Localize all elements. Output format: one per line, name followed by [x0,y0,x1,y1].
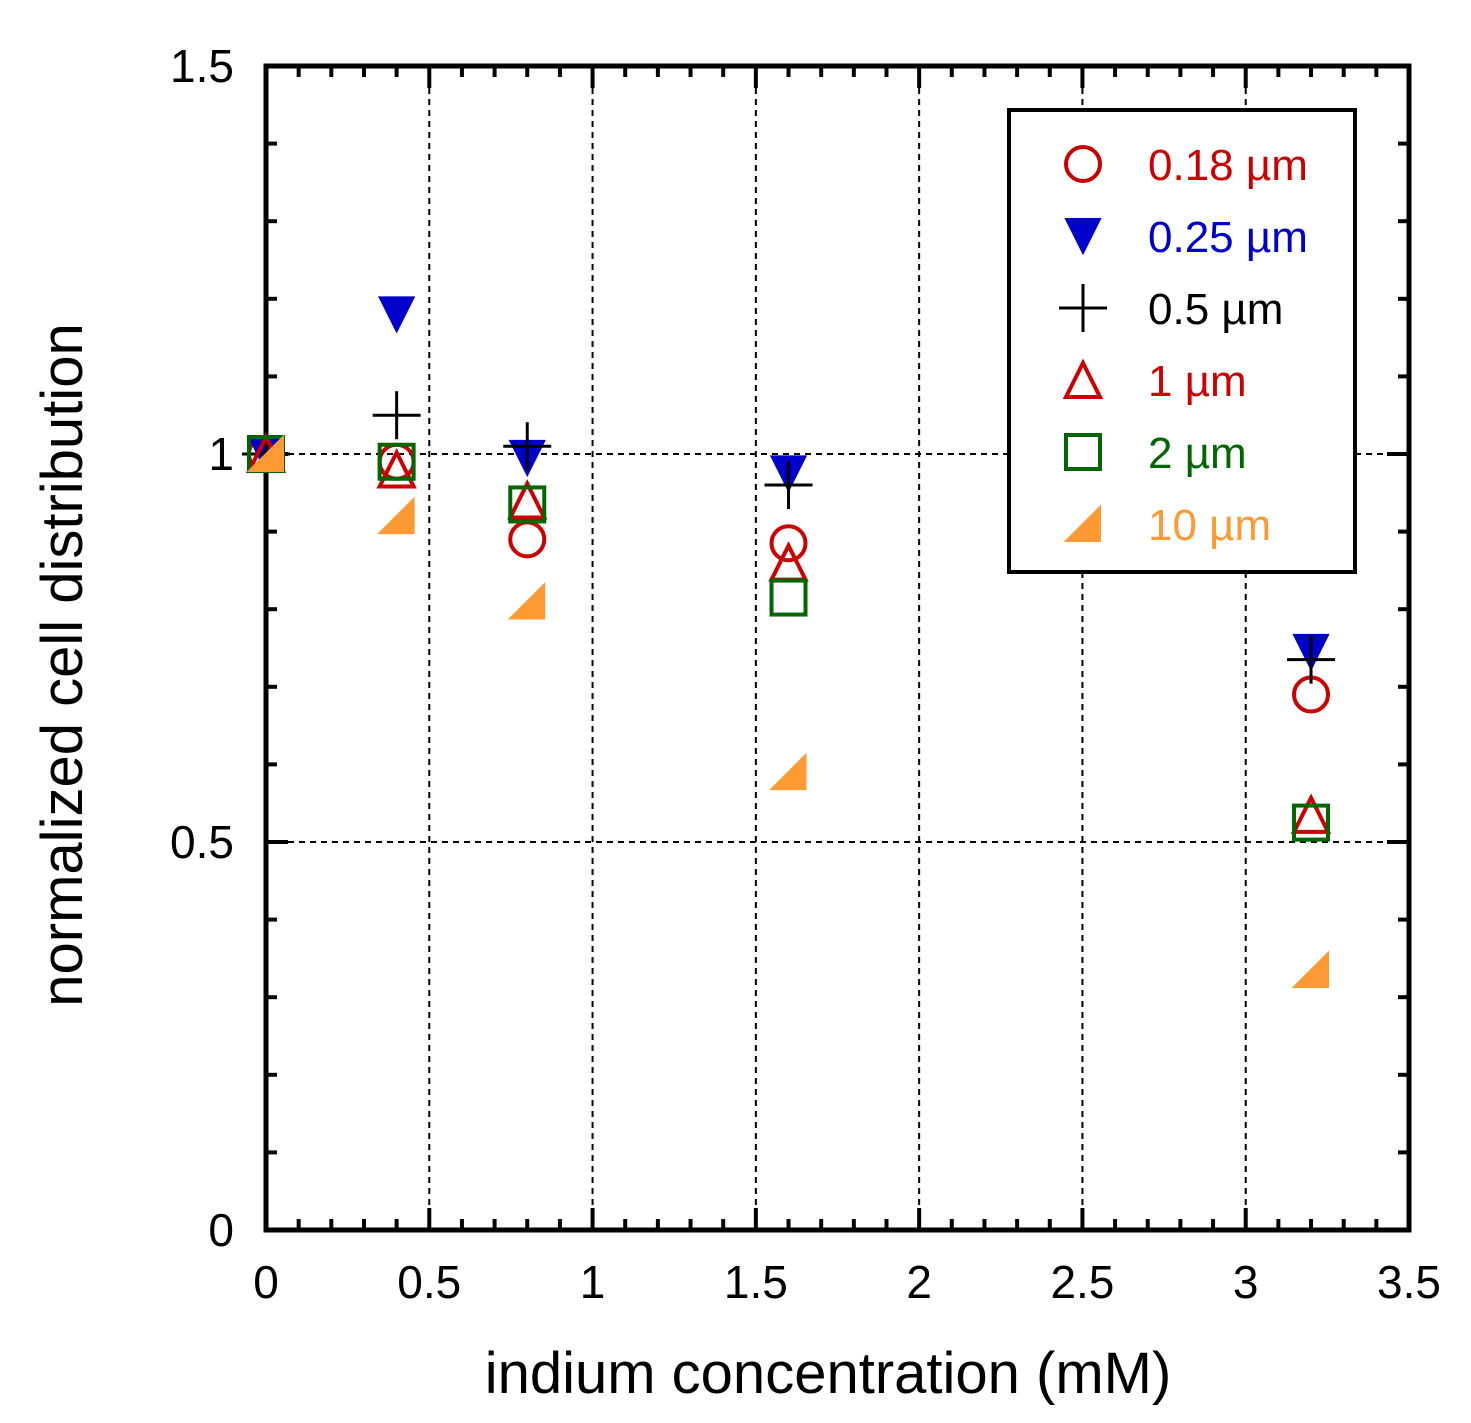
legend-label: 0.5 µm [1148,285,1283,334]
data-point [377,442,416,481]
marker-shape [769,752,807,791]
data-point [1287,635,1336,684]
marker-shape [246,434,284,472]
x-tick-label: 1 [580,1256,606,1308]
grid [266,66,1409,1230]
y-tick-label: 0.5 [170,816,234,868]
legend-marker [1064,145,1102,183]
x-tick-label: 0.5 [397,1256,461,1308]
legend-marker [1063,504,1101,542]
data-point [508,485,547,524]
plot-frame [263,63,1412,1233]
marker-shape [1063,504,1101,542]
marker-shape [769,524,808,563]
x-tick-label: 3.5 [1377,1256,1441,1308]
data-point [1291,950,1330,989]
data-point [372,391,421,440]
legend-marker [1064,218,1102,256]
legend-label: 1 µm [1148,357,1247,406]
series-5 [246,434,1330,989]
legend-box [1007,108,1357,574]
legend-marker [1062,358,1104,399]
data-point [378,296,416,334]
legend-label: 10 µm [1148,501,1271,550]
marker-shape [508,485,547,524]
data-point [769,524,808,563]
marker-shape [507,582,546,620]
data-point [1292,803,1331,842]
legend-label: 0.25 µm [1148,213,1308,262]
marker-shape [507,479,548,520]
y-tick-label: 1 [208,428,234,480]
data-point [507,582,546,620]
legend-label: 0.18 µm [1148,141,1308,190]
y-axis-title: normalized cell distribution [30,323,95,1006]
x-tick-label: 2.5 [1050,1256,1114,1308]
marker-shape [1291,950,1330,989]
legend-label: 2 µm [1148,429,1247,478]
x-tick-label: 2 [906,1256,932,1308]
data-point [246,434,284,472]
marker-shape [1064,433,1102,471]
x-tick-label: 0 [253,1256,279,1308]
data-point [376,448,417,489]
marker-shape [377,442,416,481]
data-point [1290,793,1332,834]
data-point [503,422,552,471]
x-axis-title: indium concentration (mM) [485,1341,1172,1406]
marker-shape [377,496,415,535]
marker-shape [378,296,416,334]
legend-marker [1064,433,1102,471]
data-point [764,461,813,510]
tick-labels: 0 0.5 1 1.5 2 2.5 3 3.5 0 0.5 1 1.5 [170,40,1441,1308]
y-tick-label: 1.5 [170,40,234,92]
data-point [769,578,808,617]
marker-shape [1064,145,1102,183]
data-point [507,479,548,520]
data-point [769,752,807,791]
data-points [242,296,1336,989]
x-tick-label: 1.5 [724,1256,788,1308]
marker-shape [769,578,808,617]
marker-shape [1290,793,1332,834]
legend: 0.18 µm 0.25 µm 0.5 µm 1 µm 2 µm 10 µm [1007,108,1357,574]
x-tick-label: 3 [1233,1256,1259,1308]
marker-shape [1062,358,1104,399]
marker-shape [376,448,417,489]
marker-shape [1064,218,1102,256]
data-point [377,496,415,535]
legend-marker [1059,284,1107,332]
marker-shape [1292,803,1331,842]
y-tick-label: 0 [208,1204,234,1256]
